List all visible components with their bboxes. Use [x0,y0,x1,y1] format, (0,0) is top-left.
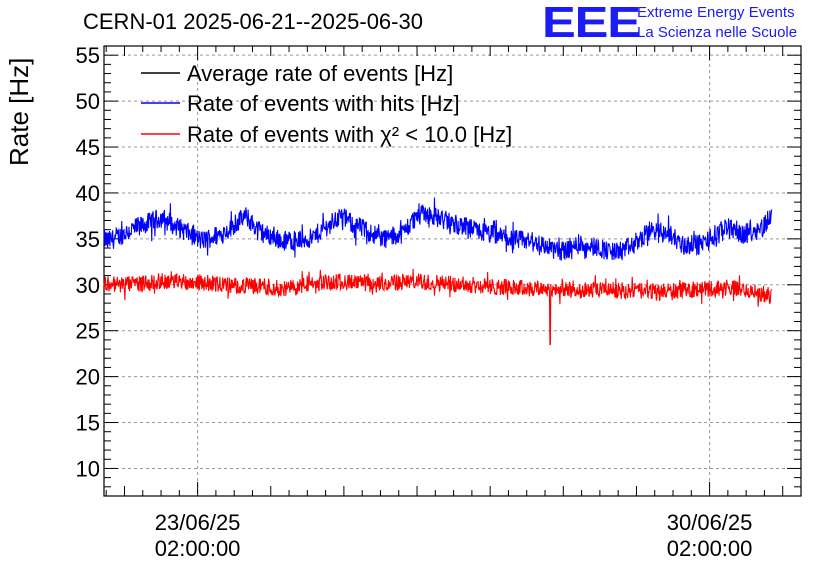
chart-title: CERN-01 2025-06-21--2025-06-30 [83,9,423,34]
y-tick-label: 35 [76,227,100,252]
legend-entry-2: Rate of events with χ² < 10.0 [Hz] [187,122,512,147]
logo-caption: Extreme Energy Events La Scienza nelle S… [637,3,797,43]
y-tick-label: 50 [76,89,100,114]
eee-logo: EEE [542,0,641,47]
x-tick-label-date: 23/06/25 [155,510,241,535]
x-tick-label-time: 02:00:00 [155,536,241,561]
series-line-chi2 [103,268,773,346]
logo-line-2: La Scienza nelle Scuole [637,24,798,41]
series-group [103,197,773,346]
y-tick-label: 40 [76,181,100,206]
y-tick-label: 20 [76,365,100,390]
series-line-hits [103,197,773,261]
y-tick-label: 30 [76,273,100,298]
y-tick-label: 45 [76,135,100,160]
legend-entry-0: Average rate of events [Hz] [187,61,453,86]
y-tick-label: 55 [76,43,100,68]
y-tick-label: 15 [76,411,100,436]
plot-frame [103,45,802,497]
legend-entry-1: Rate of events with hits [Hz] [187,91,460,116]
x-tick-label-time: 02:00:00 [667,536,753,561]
y-tick-label: 10 [76,456,100,481]
logo-line-1: Extreme Energy Events [637,4,795,21]
y-tick-label: 25 [76,319,100,344]
x-tick-label-date: 30/06/25 [667,510,753,535]
